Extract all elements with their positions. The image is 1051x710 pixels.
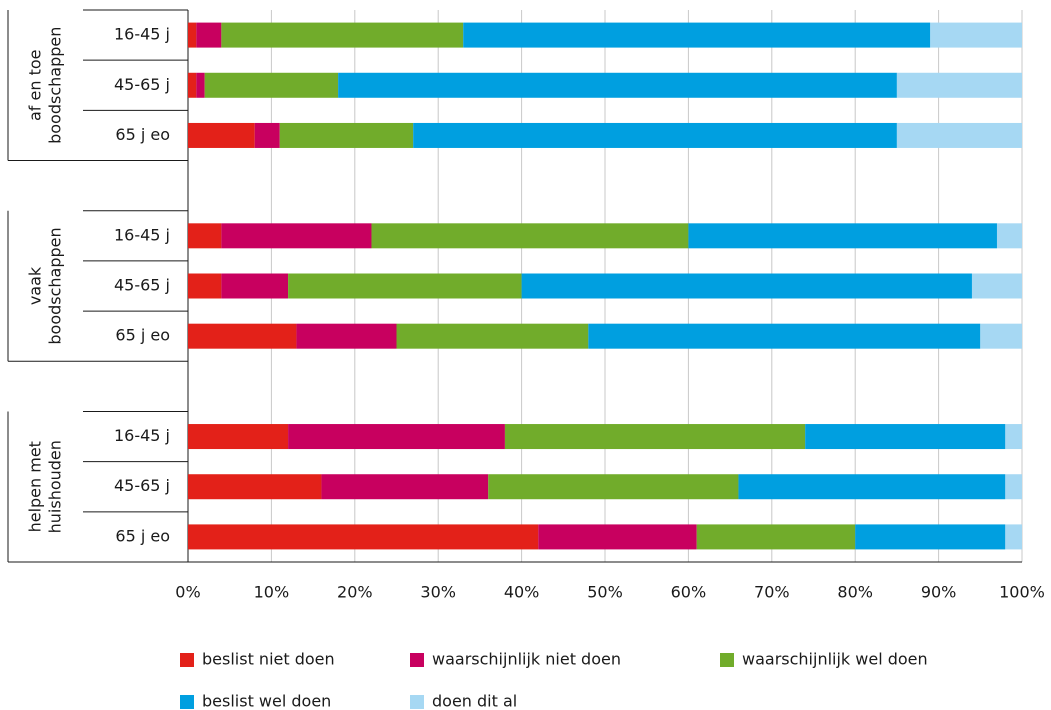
x-tick-label: 40%	[504, 583, 540, 602]
legend-swatch	[180, 695, 194, 709]
legend-label: beslist wel doen	[202, 692, 331, 710]
bar-segment	[188, 72, 197, 98]
bar-segment	[896, 122, 1022, 148]
legend-swatch	[410, 653, 424, 667]
bar-segment	[188, 22, 197, 48]
legend-label: doen dit al	[432, 692, 517, 710]
bar-segment	[971, 273, 1022, 299]
x-tick-label: 90%	[921, 583, 957, 602]
bar-segment	[463, 22, 931, 48]
bar-segment	[396, 323, 589, 349]
bar-segment	[896, 72, 1022, 98]
bar-segment	[1005, 424, 1022, 450]
bar-segment	[338, 72, 897, 98]
x-tick-label: 50%	[587, 583, 623, 602]
bar-segment	[221, 273, 289, 299]
bar-segment	[221, 22, 464, 48]
y-tick-label: 45-65 j	[114, 476, 170, 495]
bar-segment	[521, 273, 972, 299]
bar-segment	[196, 72, 205, 98]
bar-segment	[188, 424, 289, 450]
bar-segment	[188, 474, 322, 500]
x-tick-label: 0%	[175, 583, 200, 602]
bar-segment	[188, 524, 539, 550]
x-tick-label: 100%	[999, 583, 1045, 602]
y-tick-label: 65 j eo	[115, 326, 170, 345]
bar-segment	[996, 223, 1022, 249]
bar-segment	[696, 524, 856, 550]
bar-segment	[188, 323, 297, 349]
legend-label: beslist niet doen	[202, 650, 335, 669]
x-tick-label: 20%	[337, 583, 373, 602]
bar-segment	[855, 524, 1006, 550]
bar-segment	[204, 72, 339, 98]
legend-swatch	[410, 695, 424, 709]
bar-segment	[538, 524, 697, 550]
bar-segment	[188, 273, 222, 299]
group-label: boodschappen	[46, 227, 65, 344]
bar-segment	[288, 424, 505, 450]
bar-segment	[980, 323, 1022, 349]
legend-swatch	[720, 653, 734, 667]
bar-segment	[221, 223, 372, 249]
bar-segment	[196, 22, 222, 48]
x-tick-label: 60%	[671, 583, 707, 602]
bar-segment	[805, 424, 1006, 450]
bar-segment	[1005, 474, 1022, 500]
bar-segment	[488, 474, 739, 500]
y-tick-label: 65 j eo	[115, 125, 170, 144]
y-tick-label: 16-45 j	[114, 426, 170, 445]
bar-segment	[188, 223, 222, 249]
bar-segment	[321, 474, 489, 500]
group-label: boodschappen	[46, 27, 65, 144]
group-label: af en toe	[26, 50, 45, 122]
bar-segment	[254, 122, 280, 148]
group-label: helpen met	[26, 441, 45, 532]
y-tick-label: 45-65 j	[114, 75, 170, 94]
group-label: huishouden	[46, 440, 65, 533]
x-tick-label: 30%	[420, 583, 456, 602]
bar-segment	[1005, 524, 1022, 550]
y-tick-label: 65 j eo	[115, 526, 170, 545]
group-label: vaak	[26, 266, 45, 305]
legend-label: waarschijnlijk niet doen	[432, 650, 621, 669]
y-tick-label: 16-45 j	[114, 225, 170, 244]
bar-segment	[588, 323, 981, 349]
x-tick-label: 80%	[837, 583, 873, 602]
bar-segment	[296, 323, 397, 349]
y-tick-label: 16-45 j	[114, 25, 170, 44]
bar-segment	[504, 424, 806, 450]
bar-segment	[413, 122, 897, 148]
bar-segment	[930, 22, 1022, 48]
x-tick-label: 70%	[754, 583, 790, 602]
bar-segment	[188, 122, 255, 148]
bar-segment	[288, 273, 522, 299]
legend-swatch	[180, 653, 194, 667]
bar-segment	[738, 474, 1006, 500]
x-tick-label: 10%	[254, 583, 290, 602]
bar-segment	[279, 122, 414, 148]
bar-segment	[688, 223, 997, 249]
bar-segment	[371, 223, 689, 249]
y-tick-label: 45-65 j	[114, 276, 170, 295]
legend-label: waarschijnlijk wel doen	[742, 650, 928, 669]
